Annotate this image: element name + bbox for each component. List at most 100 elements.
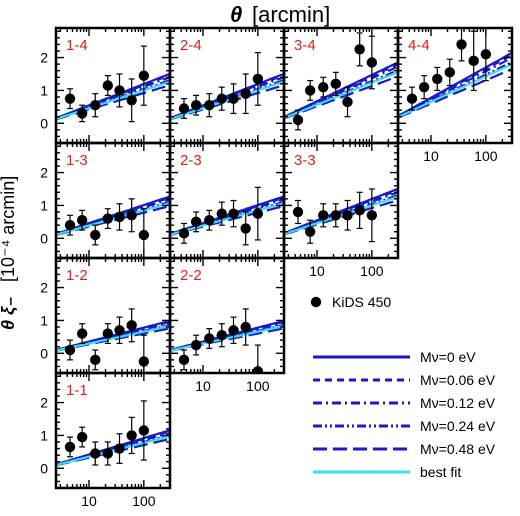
x-axis-unit: [arcmin]: [252, 2, 330, 27]
model-line-5: [56, 80, 170, 121]
data-points: [64, 198, 150, 258]
data-points: [178, 308, 264, 373]
x-tick-label: 100: [246, 378, 270, 394]
legend-label: Mν=0 eV: [420, 349, 476, 365]
panel-1-1: 1-1 0 1 2 10 100: [40, 371, 172, 509]
data-point: [114, 325, 125, 336]
x-tick-label: 100: [132, 493, 156, 509]
data-point: [480, 49, 492, 60]
model-line-3: [284, 194, 398, 235]
y-axis-title: θ ξ₋: [0, 297, 19, 330]
data-point: [216, 93, 227, 104]
model-line-5: [170, 325, 284, 352]
panel-label: 1-4: [66, 37, 88, 54]
panel-2-4: 2-4: [168, 26, 286, 145]
data-point: [228, 325, 239, 336]
data-point: [318, 81, 329, 93]
y-tick-label: 1: [40, 427, 48, 443]
panel-label: 1-3: [66, 152, 88, 169]
model-line-3: [170, 79, 284, 120]
legend-entry-0: Mν=0 eV: [313, 349, 476, 365]
legend-entry-2: Mν=0.12 eV: [313, 395, 496, 411]
data-point: [126, 320, 137, 331]
data-points: [64, 308, 150, 373]
data-points: [292, 188, 378, 244]
data-point: [228, 208, 239, 219]
model-curves: [170, 319, 284, 352]
y-tick-label: 2: [40, 165, 48, 181]
model-curves: [56, 319, 170, 352]
panel-1-3: 1-3 0 1 2: [40, 141, 172, 260]
data-point: [190, 100, 202, 111]
model-line-5: [56, 325, 170, 352]
panel-frame: [396, 26, 514, 145]
data-point: [138, 356, 150, 367]
x-tick-label: 10: [195, 378, 211, 394]
x-axis-title: θ: [230, 2, 242, 27]
data-legend-label: KiDS 450: [332, 294, 391, 310]
model-curves: [284, 187, 398, 236]
data-point: [114, 443, 125, 454]
data-point: [418, 81, 430, 93]
data-point: [292, 206, 304, 218]
model-line-2: [398, 56, 512, 118]
data-point: [444, 67, 455, 78]
model-line-1: [170, 196, 284, 236]
panel-label: 3-3: [294, 152, 316, 169]
model-line-3: [56, 79, 170, 120]
data-point: [114, 85, 125, 96]
data-point: [64, 441, 76, 453]
data-point: [456, 39, 467, 50]
panel-3-3: 3-3 10 100: [282, 141, 400, 279]
model-line-2: [284, 65, 398, 119]
data-point: [318, 210, 329, 221]
data-legend-entry: KiDS 450: [310, 294, 391, 310]
data-point: [138, 70, 150, 81]
data-point: [252, 208, 264, 219]
data-point: [126, 95, 137, 106]
data-point: [178, 354, 190, 366]
data-point: [354, 205, 365, 216]
panel-frame: [282, 141, 400, 260]
legend-entry-4: Mν=0.48 eV: [313, 441, 496, 457]
data-point: [178, 228, 190, 239]
x-tick-label: 100: [360, 263, 384, 279]
panel-label: 4-4: [408, 37, 430, 54]
panel-1-2: 1-2 0 1 2: [40, 256, 172, 375]
data-point: [330, 78, 341, 90]
model-line-3: [398, 61, 512, 118]
y-tick-label: 0: [40, 115, 48, 131]
model-line-1: [284, 63, 398, 119]
panel-label: 2-3: [180, 152, 202, 169]
legend: KiDS 450 Mν=0 eV Mν=0.06 eV Mν=0.12 eV Mν=0.…: [310, 294, 496, 480]
legend-label: Mν=0.06 eV: [420, 372, 496, 388]
panel-4-4: 4-4 10 100: [396, 26, 514, 164]
data-point: [330, 210, 341, 221]
legend-label: Mν=0.12 eV: [420, 395, 496, 411]
y-tick-label: 0: [40, 345, 48, 361]
y-tick-label: 2: [40, 50, 48, 66]
data-point: [366, 57, 378, 68]
data-point: [76, 328, 88, 339]
data-points: [178, 186, 264, 246]
y-axis-title-group: θ ξ₋ [10⁻⁴ arcmin]: [0, 176, 19, 330]
panel-label: 1-1: [66, 382, 88, 399]
data-point: [102, 213, 113, 224]
data-point: [126, 430, 137, 441]
data-point: [304, 85, 316, 96]
data-point: [342, 96, 353, 108]
data-point: [102, 448, 113, 459]
panel-label: 3-4: [294, 37, 316, 54]
model-line-5: [398, 63, 512, 119]
x-tick-label: 10: [423, 148, 439, 164]
data-point: [64, 344, 76, 356]
data-point: [76, 215, 88, 226]
data-point: [76, 431, 88, 443]
data-point: [178, 103, 190, 114]
panel-3-4: 3-4: [282, 26, 400, 145]
legend-entry-1: Mν=0.06 eV: [313, 372, 496, 388]
x-tick-label: 10: [81, 493, 97, 509]
legend-label: Mν=0.48 eV: [420, 441, 496, 457]
model-line-5: [284, 71, 398, 120]
